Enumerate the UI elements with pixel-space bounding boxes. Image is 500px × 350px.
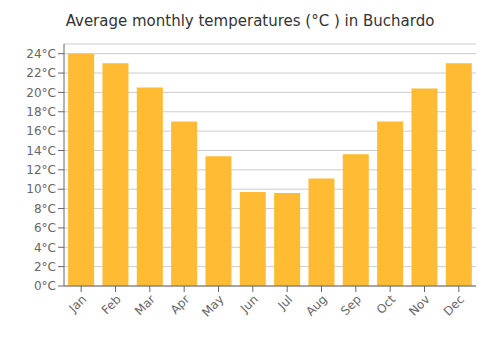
- svg-text:18°C: 18°C: [26, 105, 56, 119]
- svg-text:Apr: Apr: [168, 292, 193, 317]
- svg-text:4°C: 4°C: [34, 241, 56, 255]
- svg-text:Nov: Nov: [406, 292, 432, 318]
- html-text:Average monthly temperatures (: Average monthly temperatures (°C ) in Bu…: [65, 12, 435, 30]
- svg-text:22°C: 22°C: [26, 66, 56, 80]
- svg-text:12°C: 12°C: [26, 163, 56, 177]
- svg-text:Dec: Dec: [441, 292, 467, 318]
- svg-text:14°C: 14°C: [26, 144, 56, 158]
- svg-text:8°C: 8°C: [34, 202, 56, 216]
- svg-text:20°C: 20°C: [26, 86, 56, 100]
- svg-text:Jun: Jun: [237, 292, 261, 316]
- svg-text:Aug: Aug: [303, 292, 329, 318]
- svg-text:10°C: 10°C: [26, 182, 56, 196]
- svg-text:2°C: 2°C: [34, 260, 56, 274]
- svg-text:16°C: 16°C: [26, 124, 56, 138]
- svg-text:Jul: Jul: [274, 292, 295, 313]
- svg-text:Jan: Jan: [66, 292, 90, 316]
- svg-text:Mar: Mar: [132, 292, 158, 318]
- svg-text:0°C: 0°C: [34, 279, 56, 293]
- svg-text:Sep: Sep: [338, 292, 364, 318]
- svg-text:Oct: Oct: [374, 292, 399, 317]
- svg-text:24°C: 24°C: [26, 47, 56, 61]
- svg-text:May: May: [199, 292, 226, 319]
- svg-text:6°C: 6°C: [34, 221, 56, 235]
- svg-text:Feb: Feb: [99, 292, 124, 317]
